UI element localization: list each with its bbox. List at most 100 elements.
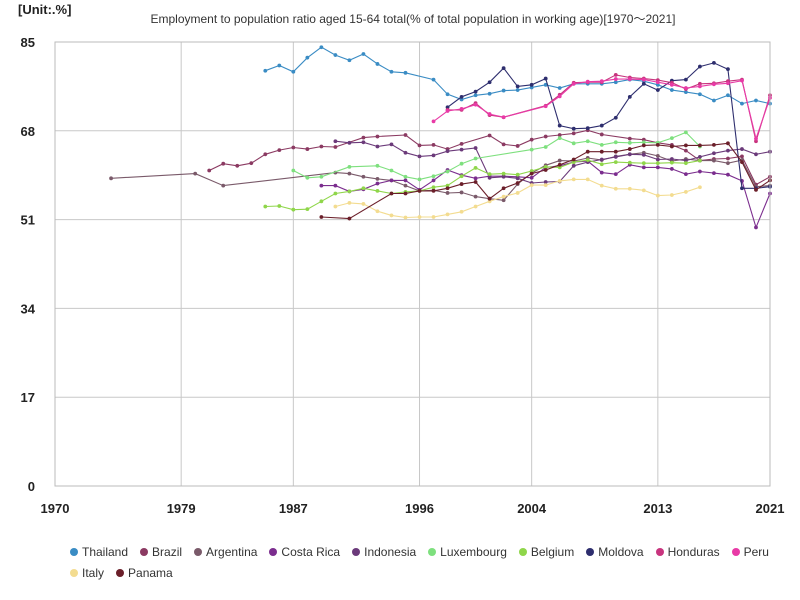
data-point (627, 136, 632, 141)
data-point (347, 216, 352, 221)
data-point (501, 142, 506, 147)
plot-frame (54, 41, 771, 487)
data-point (543, 183, 548, 188)
legend-marker-icon (269, 548, 278, 556)
data-point (361, 140, 366, 145)
data-point (403, 191, 408, 196)
data-point (459, 161, 464, 166)
data-point (501, 198, 506, 203)
data-point (726, 67, 730, 72)
data-point (347, 58, 352, 63)
data-point (389, 191, 394, 196)
data-point (754, 139, 758, 144)
data-point (613, 80, 618, 85)
data-point (291, 145, 296, 150)
legend-marker-icon (655, 548, 664, 556)
data-point (543, 180, 548, 184)
data-point (683, 190, 688, 194)
data-point (585, 79, 590, 84)
data-point (473, 146, 478, 150)
data-point (529, 175, 534, 180)
y-axis-ticks: 0 17 34 51 68 85 (21, 35, 36, 494)
data-point (669, 136, 674, 141)
data-point (431, 153, 436, 158)
chart-title: Employment to population ratio aged 15-6… (150, 12, 676, 26)
data-point (445, 109, 450, 113)
data-point (613, 140, 618, 145)
data-point (515, 176, 520, 181)
legend-item: Thailand (70, 542, 128, 563)
data-point (669, 167, 674, 171)
data-point (445, 105, 450, 110)
data-point (698, 158, 702, 163)
series-thailand (263, 45, 772, 106)
data-point (403, 183, 408, 188)
y-tick-label: 0 (28, 479, 35, 494)
data-point (459, 209, 464, 214)
data-point (585, 126, 590, 131)
data-point (571, 163, 576, 168)
legend-marker-icon (116, 569, 125, 577)
y-tick-label: 17 (21, 390, 35, 405)
data-point (669, 82, 674, 87)
data-point (726, 172, 730, 177)
data-point (683, 158, 688, 163)
series-luxembourg (291, 130, 702, 182)
data-point (487, 91, 492, 96)
data-point (712, 171, 716, 176)
data-point (726, 141, 730, 146)
data-point (627, 152, 632, 157)
data-point (698, 92, 702, 97)
data-point (403, 70, 408, 75)
data-point (571, 157, 576, 162)
legend-label: Moldova (598, 545, 644, 559)
data-point (669, 160, 674, 165)
data-point (459, 174, 464, 179)
data-point (641, 152, 646, 157)
data-point (571, 141, 576, 146)
data-point (613, 115, 618, 120)
series-line (433, 78, 771, 141)
data-point (473, 93, 478, 98)
data-point (726, 148, 730, 153)
data-point (193, 171, 198, 176)
y-tick-label: 68 (21, 124, 35, 139)
data-point (277, 148, 282, 153)
legend-marker-icon (518, 548, 527, 556)
legend-item: Brazil (140, 542, 182, 563)
data-point (683, 86, 688, 90)
data-point (529, 85, 534, 90)
data-point (333, 139, 338, 144)
data-point (712, 98, 716, 103)
data-point (726, 81, 730, 86)
data-point (445, 183, 450, 188)
series-peru (431, 77, 772, 141)
data-point (669, 157, 674, 161)
series-panama (319, 141, 772, 221)
data-point (515, 172, 520, 177)
data-point (501, 171, 506, 176)
data-point (459, 190, 464, 195)
data-point (403, 215, 408, 220)
series-lines (109, 45, 772, 230)
data-point (599, 170, 604, 175)
x-tick-label: 1987 (279, 501, 308, 516)
data-point (473, 204, 478, 209)
data-point (698, 155, 702, 159)
data-point (613, 77, 618, 81)
series-line (335, 140, 771, 184)
data-point (361, 52, 366, 56)
data-point (754, 187, 758, 192)
data-point (473, 89, 478, 94)
data-point (487, 196, 492, 201)
data-point (599, 132, 604, 137)
data-point (459, 182, 464, 186)
legend-label: Thailand (82, 545, 129, 559)
data-point (501, 174, 506, 179)
data-point (740, 154, 744, 159)
data-point (740, 186, 744, 191)
data-point (389, 142, 394, 147)
data-point (599, 157, 604, 162)
data-point (445, 92, 450, 97)
data-point (501, 115, 506, 120)
